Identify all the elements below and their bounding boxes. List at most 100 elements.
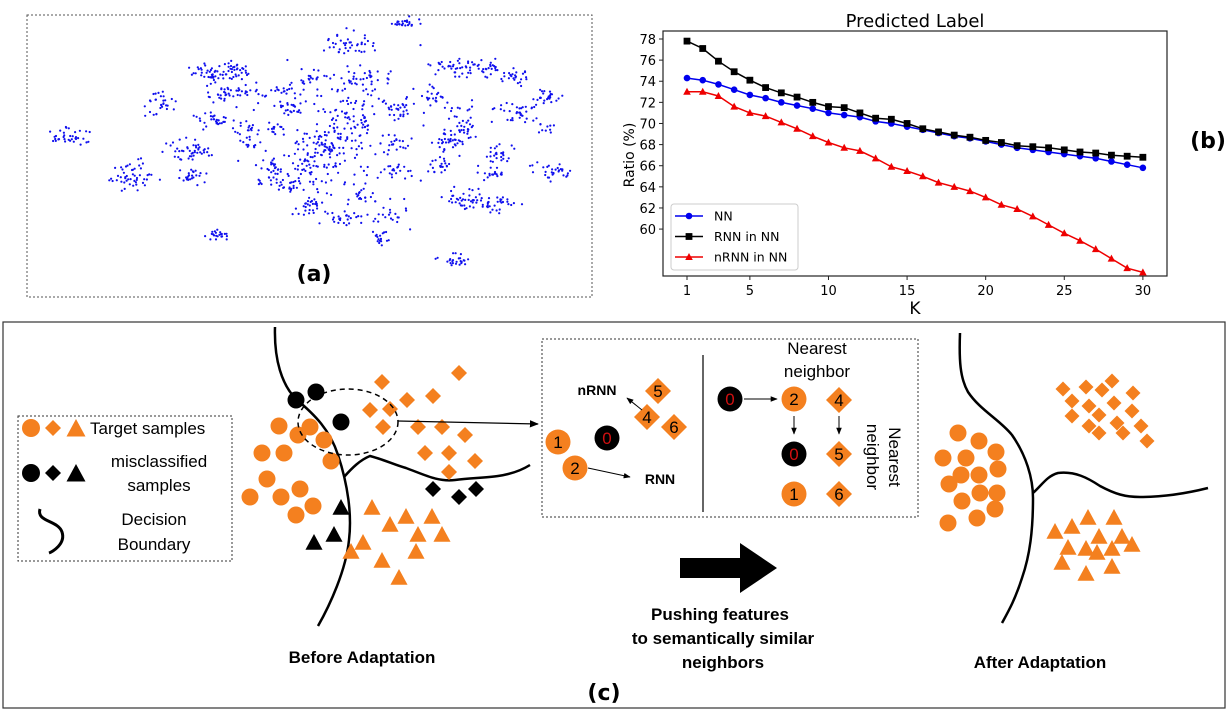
scatter-point xyxy=(519,112,522,115)
scatter-point xyxy=(441,96,444,99)
scatter-point xyxy=(232,119,235,122)
adapted-diamond xyxy=(1078,379,1094,395)
scatter-point xyxy=(216,70,219,73)
scatter-point xyxy=(372,220,375,223)
adapted-diamond xyxy=(1133,418,1149,434)
scatter-point xyxy=(308,180,312,183)
scatter-point xyxy=(476,199,479,202)
sample-circle xyxy=(717,386,743,412)
scatter-point xyxy=(546,165,549,168)
scatter-point xyxy=(330,118,334,121)
scatter-point xyxy=(456,142,459,145)
scatter-point xyxy=(346,136,349,139)
scatter-point xyxy=(195,174,198,177)
nearest-neighbor-top-1: Nearest xyxy=(787,339,847,358)
scatter-point xyxy=(434,159,437,162)
scatter-point xyxy=(207,147,210,150)
scatter-point xyxy=(139,157,143,160)
scatter-point xyxy=(352,29,355,32)
scatter-point xyxy=(483,172,486,175)
scatter-point xyxy=(71,135,74,138)
nearest-neighbor-side-2: neighbor xyxy=(863,424,882,491)
scatter-point xyxy=(191,170,194,173)
scatter-point xyxy=(349,217,352,220)
scatter-point xyxy=(324,181,327,184)
scatter-point xyxy=(437,141,440,144)
scatter-point xyxy=(198,174,201,177)
scatter-point xyxy=(388,144,391,147)
scatter-point xyxy=(316,151,319,154)
scatter-point xyxy=(210,67,213,70)
scatter-point xyxy=(390,176,394,179)
scatter-point xyxy=(166,104,169,107)
scatter-point xyxy=(331,149,334,152)
scatter-point xyxy=(162,102,165,105)
adapted-circle xyxy=(968,509,986,527)
scatter-point xyxy=(387,72,390,75)
scatter-point xyxy=(301,162,304,165)
scatter-point xyxy=(395,107,398,110)
scatter-point xyxy=(515,71,518,74)
scatter-point xyxy=(365,132,369,135)
target-circle xyxy=(258,470,276,488)
scatter-point xyxy=(143,105,146,108)
scatter-point xyxy=(62,131,65,134)
scatter-point xyxy=(541,129,544,132)
scatter-point xyxy=(302,88,305,91)
scatter-point xyxy=(311,209,315,212)
scatter-point xyxy=(457,257,460,260)
scatter-point xyxy=(315,200,318,204)
scatter-point xyxy=(177,156,180,159)
data-point xyxy=(1092,149,1100,157)
scatter-point xyxy=(451,262,454,265)
scatter-point xyxy=(432,87,435,90)
scatter-point xyxy=(227,62,230,65)
scatter-point xyxy=(334,42,337,46)
scatter-point xyxy=(282,133,285,136)
scatter-point xyxy=(466,132,469,135)
scatter-point xyxy=(350,82,353,85)
data-point xyxy=(903,120,911,127)
scatter-point xyxy=(297,143,300,146)
scatter-point xyxy=(456,67,459,70)
scatter-point xyxy=(460,262,463,265)
scatter-point xyxy=(550,101,553,104)
scatter-point xyxy=(390,173,393,176)
scatter-point xyxy=(506,160,509,163)
scatter-point xyxy=(326,172,329,176)
scatter-point xyxy=(494,152,497,155)
scatter-point xyxy=(410,137,413,140)
target-triangle xyxy=(407,543,425,559)
scatter-point xyxy=(337,221,340,224)
data-point xyxy=(793,93,801,101)
scatter-point xyxy=(194,144,197,147)
scatter-point xyxy=(133,167,136,170)
scatter-point xyxy=(138,174,141,177)
scatter-point xyxy=(434,73,437,76)
scatter-point xyxy=(220,97,223,100)
scatter-point xyxy=(270,163,273,166)
push-text-3: neighbors xyxy=(682,653,764,672)
scatter-point xyxy=(383,168,386,171)
scatter-point xyxy=(495,173,498,176)
scatter-point xyxy=(362,169,365,172)
scatter-point xyxy=(279,170,282,173)
scatter-point xyxy=(405,109,408,112)
scatter-point xyxy=(452,194,455,197)
scatter-point xyxy=(471,189,474,192)
scatter-point xyxy=(110,177,113,180)
scatter-point xyxy=(442,157,446,160)
scatter-point xyxy=(395,138,398,141)
scatter-point xyxy=(149,100,152,103)
scatter-point xyxy=(513,147,516,150)
scatter-point xyxy=(511,117,514,120)
target-diamond xyxy=(425,388,441,404)
big-right-arrow-icon xyxy=(680,543,777,593)
scatter-point xyxy=(224,116,227,119)
scatter-point xyxy=(384,102,387,105)
scatter-point xyxy=(491,108,494,111)
data-point xyxy=(1029,143,1037,151)
data-point xyxy=(1139,164,1147,172)
scatter-point xyxy=(487,67,490,70)
